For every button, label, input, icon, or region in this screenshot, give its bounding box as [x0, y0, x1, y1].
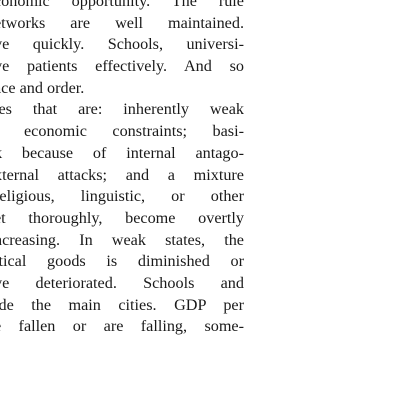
text-line: e fallen or are falling, some- [0, 316, 244, 338]
text-line: tes that are: inherently weak [0, 99, 244, 121]
text-line: et thoroughly, become overtly [0, 208, 244, 230]
body-text: conomic opportunity. The rule etworks ar… [0, 0, 244, 338]
text-line: ve patients effectively. And so [0, 56, 244, 78]
text-line: itical goods is diminished or [0, 251, 244, 273]
text-line: ncreasing. In weak states, the [0, 230, 244, 252]
text-line: ace and order. [0, 78, 244, 100]
text-line: ve deteriorated. Schools and [0, 273, 244, 295]
text-line: xternal attacks; and a mixture [0, 165, 244, 187]
text-line: ide the main cities. GDP per [0, 295, 244, 317]
text-line: l economic constraints; basi- [0, 121, 244, 143]
text-line: ve quickly. Schools, universi- [0, 34, 244, 56]
text-line: religious, linguistic, or other [0, 186, 244, 208]
text-line: conomic opportunity. The rule [0, 0, 244, 13]
text-line: k because of internal antago- [0, 143, 244, 165]
text-line: etworks are well maintained. [0, 13, 244, 35]
